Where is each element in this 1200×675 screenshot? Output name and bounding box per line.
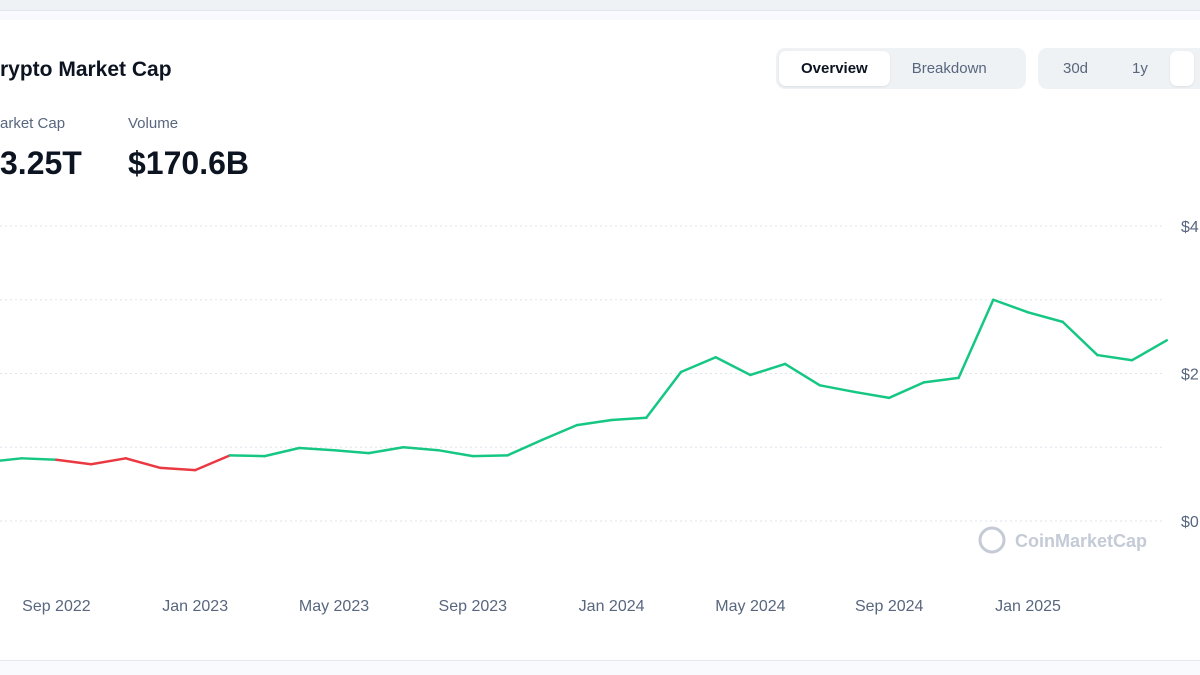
line-segment xyxy=(1061,320,1099,357)
line-segment xyxy=(540,423,579,442)
line-segment xyxy=(992,298,1030,314)
line-segment xyxy=(749,362,787,377)
stat-value: $170.6B xyxy=(128,145,249,181)
card xyxy=(0,20,1200,661)
line-segment xyxy=(783,362,822,387)
y-tick-label: $4 xyxy=(1181,219,1199,236)
x-tick-label: Sep 2024 xyxy=(855,598,924,615)
x-tick-label: May 2023 xyxy=(299,598,369,615)
x-tick-label: Sep 2022 xyxy=(22,598,91,615)
line-segment xyxy=(714,356,752,377)
y-tick-label: $0 xyxy=(1181,514,1199,531)
range-button[interactable]: 30d xyxy=(1063,60,1089,77)
line-segment xyxy=(645,370,683,419)
line-segment xyxy=(298,446,336,452)
stat-label: arket Cap xyxy=(0,115,66,132)
tab[interactable]: Breakdown xyxy=(911,60,987,77)
watermark: CoinMarketCap xyxy=(978,526,1147,554)
range-button[interactable] xyxy=(1169,51,1194,86)
line-segment xyxy=(193,454,232,472)
line-segment xyxy=(332,448,370,455)
y-tick-label: $2 xyxy=(1181,367,1199,384)
line-segment xyxy=(55,458,93,466)
line-segment xyxy=(1130,339,1169,362)
line-segment xyxy=(679,356,717,374)
line-segment xyxy=(957,298,995,380)
x-tick-label: Sep 2023 xyxy=(439,598,508,615)
line-segment xyxy=(818,384,856,394)
line-segment xyxy=(1026,311,1064,324)
line-segment xyxy=(1096,353,1134,362)
title: rypto Market Cap xyxy=(0,58,172,81)
line-segment xyxy=(20,457,58,462)
line-segment xyxy=(0,457,23,462)
line-segment xyxy=(263,446,301,458)
top-bar xyxy=(0,0,1200,11)
line-segment xyxy=(610,416,648,422)
line-segment xyxy=(887,381,926,400)
watermark-text: CoinMarketCap xyxy=(1015,531,1147,551)
x-tick-label: Jan 2025 xyxy=(995,598,1061,615)
line-segment xyxy=(124,457,162,470)
line-segment xyxy=(506,438,544,457)
line-segment xyxy=(89,457,128,466)
line-segment xyxy=(402,446,440,452)
line-segment xyxy=(159,466,197,472)
x-tick-label: Jan 2023 xyxy=(162,598,228,615)
stat-label: Volume xyxy=(128,115,179,132)
range-group: 30d 1y xyxy=(1038,48,1200,89)
line-segment xyxy=(575,418,613,427)
x-tick-label: Jan 2024 xyxy=(579,598,645,615)
tab[interactable]: Overview xyxy=(779,51,890,86)
tab-group: Overview Breakdown xyxy=(776,48,1026,89)
x-tick-label: May 2024 xyxy=(715,598,785,615)
line-segment xyxy=(436,448,475,458)
stat-value: 3.25T xyxy=(0,145,82,181)
line-segment xyxy=(922,376,960,384)
range-button[interactable]: 1y xyxy=(1132,60,1148,77)
line-segment xyxy=(367,446,405,455)
watermark-logo xyxy=(978,526,1006,554)
line-segment xyxy=(471,454,509,458)
line-segment xyxy=(853,390,891,400)
line-segment xyxy=(228,454,266,458)
